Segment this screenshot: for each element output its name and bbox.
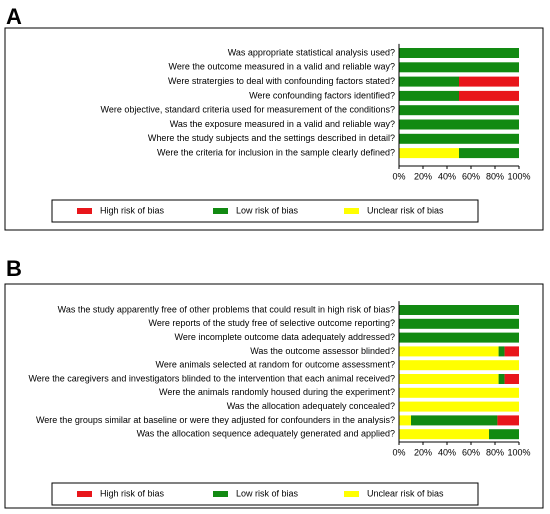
bar-segment (399, 76, 459, 87)
legend-swatch (213, 491, 228, 497)
x-tick-label: 60% (462, 447, 480, 457)
x-tick-label: 60% (462, 171, 480, 181)
legend-swatch (344, 491, 359, 497)
x-tick-label: 0% (392, 447, 405, 457)
bar-segment (399, 360, 519, 371)
bar-segment (399, 62, 519, 73)
x-tick-label: 80% (486, 171, 504, 181)
category-label: Where the study subjects and the setting… (148, 133, 395, 143)
bar-segment (399, 415, 411, 426)
bar-segment (399, 374, 499, 384)
panel-frame (4, 27, 544, 231)
bar-segment (399, 119, 519, 130)
bar-segment (504, 374, 519, 384)
bar-segment (459, 148, 519, 159)
bar-segment (459, 76, 519, 87)
bar-segment (498, 374, 505, 384)
legend-frame (51, 482, 479, 506)
bar-segment (497, 415, 519, 426)
legend-swatch (77, 491, 92, 497)
legend-label: Low risk of bias (236, 205, 299, 215)
bar-segment (399, 48, 519, 58)
category-label: Were the groups similar at baseline or w… (36, 415, 395, 425)
bar-segment (399, 387, 519, 398)
bar-segment (399, 148, 459, 159)
x-tick-label: 80% (486, 447, 504, 457)
legend-label: Unclear risk of bias (367, 205, 444, 215)
x-tick-label: 0% (392, 171, 405, 181)
category-label: Was the exposure measured in a valid and… (170, 119, 395, 129)
x-tick-label: 100% (507, 447, 530, 457)
bar-segment (411, 415, 498, 426)
x-tick-label: 40% (438, 171, 456, 181)
category-label: Was the allocation sequence adequately g… (137, 429, 395, 439)
bar-segment (399, 429, 489, 440)
category-label: Were incomplete outcome data adequately … (175, 332, 395, 342)
x-tick-label: 100% (507, 171, 530, 181)
category-label: Were objective, standard criteria used f… (101, 105, 396, 115)
bar-segment (399, 401, 519, 412)
x-tick-label: 20% (414, 171, 432, 181)
legend-label: Low risk of bias (236, 488, 299, 498)
x-tick-label: 20% (414, 447, 432, 457)
category-label: Were the animals randomly housed during … (159, 387, 395, 397)
category-label: Were reports of the study free of select… (149, 318, 395, 328)
category-label: Was the outcome assessor blinded? (250, 346, 395, 356)
legend-label: High risk of bias (100, 205, 165, 215)
legend-label: Unclear risk of bias (367, 488, 444, 498)
legend-swatch (344, 208, 359, 214)
bar-segment (498, 346, 505, 357)
x-tick-label: 40% (438, 447, 456, 457)
bar-segment (399, 105, 519, 116)
category-label: Was appropriate statistical analysis use… (228, 47, 395, 57)
category-label: Were the outcome measured in a valid and… (169, 62, 395, 72)
bar-segment (399, 346, 499, 357)
bar-segment (399, 332, 519, 343)
panel-label: A (6, 4, 22, 29)
legend-frame (51, 199, 479, 223)
bar-segment (399, 318, 519, 329)
panel-label: B (6, 256, 22, 281)
bar-segment (399, 90, 459, 101)
category-label: Were stratergies to deal with confoundin… (168, 76, 395, 86)
bar-segment (459, 90, 519, 101)
bar-segment (504, 346, 519, 357)
category-label: Were confounding factors identified? (249, 90, 395, 100)
bar-segment (399, 133, 519, 144)
bar-segment (489, 429, 519, 440)
bar-segment (399, 305, 519, 315)
legend-swatch (77, 208, 92, 214)
panel-frame (4, 283, 544, 509)
legend-swatch (213, 208, 228, 214)
legend-label: High risk of bias (100, 488, 165, 498)
category-label: Was the study apparently free of other p… (58, 304, 395, 314)
category-label: Were the criteria for inclusion in the s… (157, 147, 395, 157)
category-label: Was the allocation adequately concealed? (227, 401, 395, 411)
category-label: Were the caregivers and investigators bl… (28, 373, 395, 383)
category-label: Were animals selected at random for outc… (156, 360, 395, 370)
